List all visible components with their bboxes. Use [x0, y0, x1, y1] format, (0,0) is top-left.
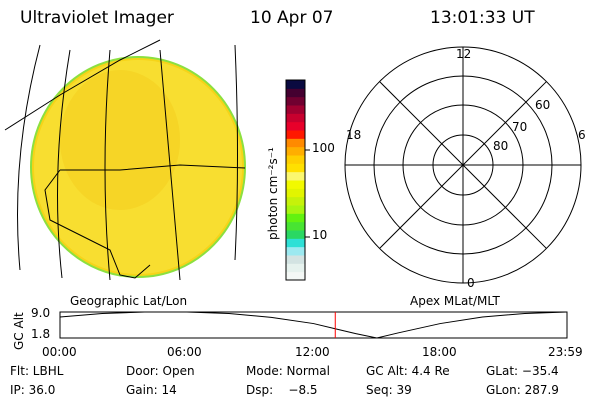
colorbar-segment [286, 171, 305, 181]
status-filter: Flt: LBHL [10, 364, 64, 378]
y-axis-label: GC Alt [12, 312, 26, 350]
status-mode: Mode: Normal [246, 364, 330, 378]
mlt-label-0: 0 [467, 276, 475, 290]
colorbar-segment [286, 146, 305, 156]
y-tick-min: 1.8 [31, 327, 51, 341]
x-tick-2: 12:00 [295, 345, 330, 359]
x-tick-3: 18:00 [422, 345, 457, 359]
colorbar-segment [286, 163, 305, 173]
colorbar-segment [286, 213, 305, 223]
time-label: 13:01:33 UT [430, 8, 535, 28]
colorbar-segment [286, 230, 305, 239]
lat-label-60: 60 [535, 98, 551, 112]
colorbar-segment [286, 263, 305, 273]
colorbar-segment [286, 138, 305, 148]
colorbar-segment [286, 188, 305, 198]
apex-label: Apex MLat/MLT [410, 294, 500, 308]
colorbar-frame [285, 79, 306, 281]
status-glat: GLat: −35.4 [486, 364, 559, 378]
geographic-label: Geographic Lat/Lon [70, 294, 188, 308]
colorbar-segment [286, 96, 305, 106]
date-label: 10 Apr 07 [250, 8, 334, 28]
uv-image [4, 39, 246, 281]
y-tick-max: 9.0 [31, 306, 51, 320]
status-door: Door: Open [126, 364, 195, 378]
colorbar-segment [286, 238, 305, 248]
colorbar-segment [286, 221, 305, 231]
colorbar-unit-label: photon cm⁻²s⁻¹ [266, 147, 280, 240]
status-ip: IP: 36.0 [10, 383, 56, 397]
status-seq: Seq: 39 [366, 383, 412, 397]
colorbar-segment [286, 130, 305, 139]
colorbar-segment [286, 255, 305, 264]
altitude-plot [59, 311, 568, 339]
plot-frame [59, 311, 568, 339]
colorbar-segment [286, 113, 305, 123]
lat-label-70: 70 [512, 120, 528, 134]
colorbar-segment [286, 205, 305, 214]
polar-grid [344, 46, 582, 284]
status-gc-alt: GC Alt: 4.4 Re [366, 364, 450, 378]
colorbar-tick-10: 10 [312, 228, 328, 242]
status-dsp: Dsp: −8.5 [246, 383, 318, 397]
colorbar-segment [286, 196, 305, 206]
instrument-title: Ultraviolet Imager [20, 8, 174, 28]
lat-label-80: 80 [493, 139, 509, 153]
mlt-diagonal [379, 81, 547, 249]
colorbar-segment [286, 180, 305, 189]
status-glon: GLon: 287.9 [486, 383, 559, 397]
mlt-label-18: 18 [346, 128, 362, 142]
mlt-label-12: 12 [456, 47, 472, 61]
x-tick-4: 23:59 [548, 345, 583, 359]
colorbar-tick-100: 100 [312, 141, 335, 155]
colorbar [285, 79, 310, 281]
x-tick-0: 00:00 [42, 345, 77, 359]
status-gain: Gain: 14 [126, 383, 177, 397]
colorbar-segment [286, 121, 305, 131]
colorbar-segment [286, 80, 305, 89]
colorbar-segment [286, 88, 305, 98]
altitude-line [59, 311, 567, 339]
colorbar-segment [286, 246, 305, 256]
x-tick-1: 06:00 [167, 345, 202, 359]
colorbar-segment [286, 105, 305, 114]
colorbar-segment [286, 155, 305, 164]
colorbar-segment [286, 271, 305, 281]
mlt-label-6: 6 [578, 128, 586, 142]
